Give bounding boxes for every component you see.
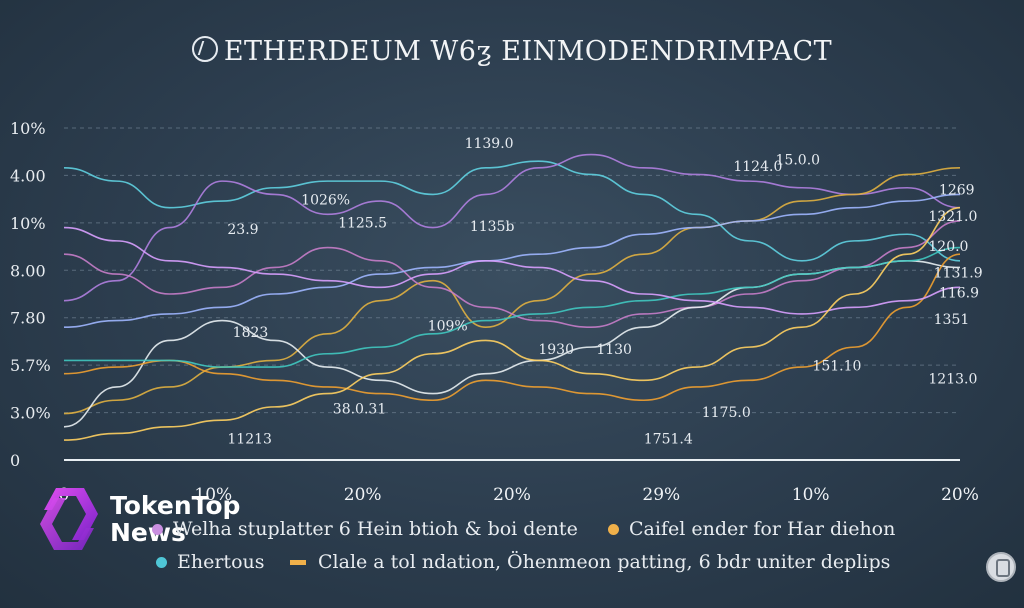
data-label: 151.10	[812, 358, 861, 374]
legend-label-4: Clale a tol ndation, Öhenmeon patting, 6…	[318, 551, 891, 573]
logo-line1: TokenTop	[110, 491, 241, 520]
chart-title-wrap: ETHERDEUM W6ƺ EINMODENDRIMPACT	[0, 36, 1024, 67]
y-tick-label: 0	[10, 451, 20, 470]
data-label: 1131.9	[934, 265, 983, 281]
series-line-5	[63, 259, 961, 428]
data-label: 1351	[934, 312, 970, 328]
y-tick-label: 7.80	[10, 309, 46, 328]
legend-item-1: Welha stuplatter 6 Hein btioh & boi dent…	[152, 518, 578, 540]
data-label: 1130	[596, 342, 632, 358]
series-line-9	[63, 226, 961, 315]
series-line-4	[63, 220, 961, 329]
legend-marker-3	[156, 556, 167, 568]
corner-badge-icon	[986, 552, 1016, 582]
data-label: 1751.4	[644, 431, 693, 447]
legend-label-2: Caifel ender for Har diehon	[629, 518, 896, 540]
y-tick-label: 10%	[10, 214, 46, 233]
data-label: 1930	[538, 342, 574, 358]
logo-line2: News	[110, 518, 186, 547]
ethereum-icon	[191, 36, 218, 62]
data-label: 1269	[939, 182, 975, 198]
y-tick-label: 10%	[10, 119, 46, 138]
x-tick-label: 20%	[941, 485, 979, 505]
chart-title: ETHERDEUM W6ƺ EINMODENDRIMPACT	[223, 36, 833, 67]
logo-mark-icon	[40, 488, 98, 550]
legend-item-4: Clale a tol ndation, Öhenmeon patting, 6…	[290, 551, 890, 573]
y-tick-label: 5.7%	[10, 356, 51, 375]
data-label: 1321.0	[928, 209, 977, 225]
data-label: 1139.0	[465, 136, 514, 152]
data-label: 1823	[233, 325, 269, 341]
y-tick-label: 4.00	[10, 166, 46, 185]
legend-item-2: Caifel ender for Har diehon	[608, 518, 895, 540]
legend-item-3: Ehertous	[156, 551, 265, 573]
logo-text: TokenTop News	[110, 492, 240, 546]
data-label: 11213	[227, 431, 272, 447]
x-tick-label: 29%	[642, 485, 680, 505]
series-line-10	[63, 206, 961, 441]
x-tick-label: 10%	[194, 485, 232, 505]
x-tick-label: 10%	[792, 485, 830, 505]
series-line-6	[63, 253, 961, 402]
y-tick-label: 8.00	[10, 261, 46, 280]
data-label: 1213.0	[928, 372, 977, 388]
data-label: 38.0.31	[333, 402, 386, 418]
data-label: 1026%	[301, 192, 350, 208]
data-label: 116.9	[939, 285, 979, 301]
series-line-3	[63, 167, 961, 415]
data-label: 1124.0	[733, 159, 782, 175]
series-line-2	[63, 153, 961, 302]
data-label: 23.9	[227, 222, 258, 238]
series-line-7	[63, 246, 961, 368]
legend-marker-2	[608, 523, 619, 535]
series-line-8	[63, 193, 961, 328]
legend-marker-4	[290, 559, 306, 565]
legend-label-3: Ehertous	[177, 551, 265, 573]
x-tick-label: 20%	[344, 485, 382, 505]
data-label: 15.0.0	[776, 153, 821, 169]
legend-label-1: Welha stuplatter 6 Hein btioh & boi dent…	[173, 518, 578, 540]
series-line-1	[63, 160, 961, 262]
x-tick-label: 20%	[493, 485, 531, 505]
data-label: 109%	[428, 319, 468, 335]
data-label: 120.0	[928, 239, 968, 255]
legend-marker-1	[152, 523, 163, 535]
y-tick-label: 3.0%	[10, 404, 51, 423]
tokentop-logo: TokenTop News	[38, 484, 240, 554]
data-label: 1175.0	[702, 405, 751, 421]
data-label: 1125.5	[338, 216, 387, 232]
data-label: 1135b	[470, 219, 515, 235]
